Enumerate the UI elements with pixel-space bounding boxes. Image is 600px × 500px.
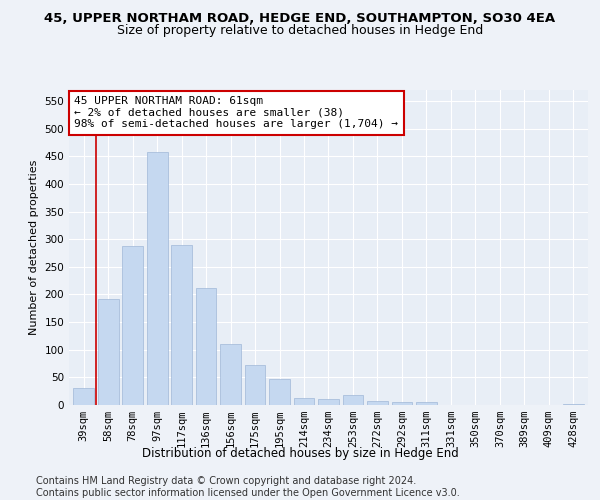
Bar	[392, 402, 412, 405]
Text: 45, UPPER NORTHAM ROAD, HEDGE END, SOUTHAMPTON, SO30 4EA: 45, UPPER NORTHAM ROAD, HEDGE END, SOUTH…	[44, 12, 556, 26]
Bar	[171, 244, 192, 405]
Bar	[269, 379, 290, 405]
Bar	[220, 344, 241, 405]
Bar	[367, 401, 388, 405]
Bar	[73, 388, 94, 405]
Bar	[122, 246, 143, 405]
Y-axis label: Number of detached properties: Number of detached properties	[29, 160, 39, 335]
Bar	[416, 402, 437, 405]
Text: Distribution of detached houses by size in Hedge End: Distribution of detached houses by size …	[142, 448, 458, 460]
Bar	[245, 364, 265, 405]
Bar	[318, 399, 339, 405]
Bar	[563, 404, 584, 405]
Text: Size of property relative to detached houses in Hedge End: Size of property relative to detached ho…	[117, 24, 483, 37]
Bar	[196, 288, 217, 405]
Bar	[343, 395, 364, 405]
Bar	[147, 152, 167, 405]
Bar	[98, 299, 119, 405]
Text: 45 UPPER NORTHAM ROAD: 61sqm
← 2% of detached houses are smaller (38)
98% of sem: 45 UPPER NORTHAM ROAD: 61sqm ← 2% of det…	[74, 96, 398, 130]
Text: Contains HM Land Registry data © Crown copyright and database right 2024.
Contai: Contains HM Land Registry data © Crown c…	[36, 476, 460, 498]
Bar	[293, 398, 314, 405]
